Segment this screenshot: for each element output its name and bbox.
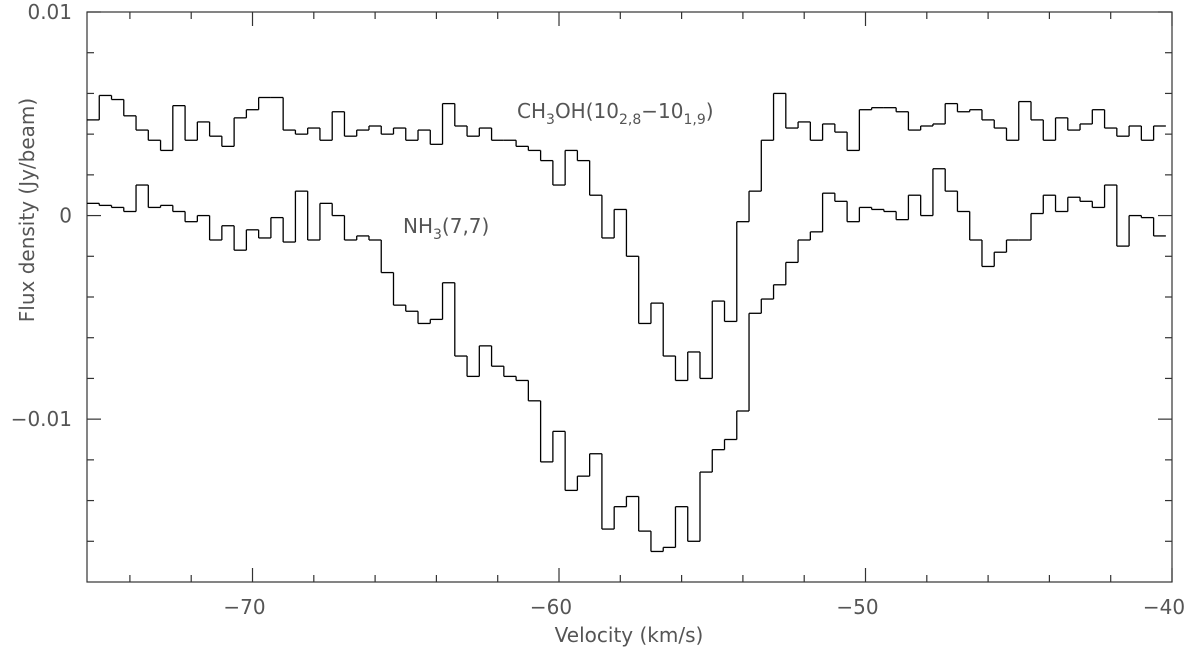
series-label-part: OH(10 <box>555 99 619 123</box>
y-tick-label: 0 <box>59 204 72 228</box>
series-label-part: CH <box>517 99 546 123</box>
y-tick-label: −0.01 <box>11 407 72 431</box>
series-label-part: −10 <box>641 99 683 123</box>
series-label-part: ) <box>706 99 714 123</box>
x-axis-label: Velocity (km/s) <box>555 623 704 647</box>
y-tick-label: 0.01 <box>27 0 72 24</box>
series-label: NH3(7,7) <box>403 214 489 243</box>
x-tick-label: −70 <box>223 595 265 619</box>
series-label-part: 2,8 <box>619 112 641 128</box>
series-label-part: 3 <box>433 227 442 243</box>
y-axis-label: Flux density (Jy/beam) <box>15 98 39 322</box>
series-label-part: NH <box>403 214 433 238</box>
series-label-part: 3 <box>546 112 555 128</box>
x-tick-label: −60 <box>530 595 572 619</box>
x-tick-label: −40 <box>1143 595 1185 619</box>
x-tick-label: −50 <box>836 595 878 619</box>
series-label: CH3OH(102,8−101,9) <box>517 99 714 128</box>
series-label-part: (7,7) <box>442 214 489 238</box>
series-label-part: 1,9 <box>683 112 705 128</box>
